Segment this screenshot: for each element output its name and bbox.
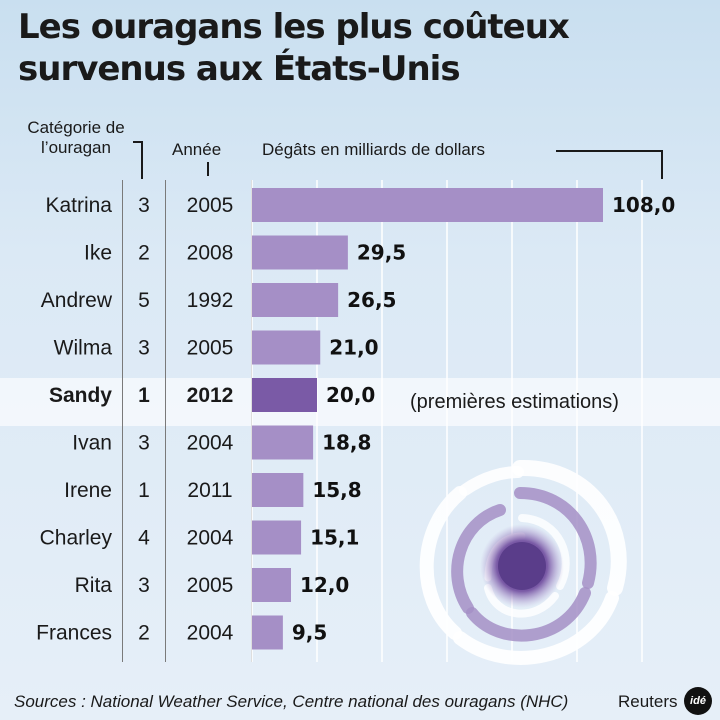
bar bbox=[252, 188, 603, 222]
hurricane-category-label: 3 bbox=[138, 337, 150, 360]
estimate-note: (premières estimations) bbox=[410, 391, 619, 413]
value-label: 9,5 bbox=[292, 621, 327, 645]
category-label: Wilma bbox=[54, 337, 113, 360]
year-label: 2005 bbox=[187, 194, 234, 217]
value-label: 20,0 bbox=[326, 383, 375, 407]
category-header-bracket bbox=[133, 141, 143, 179]
bar bbox=[252, 520, 302, 555]
bar bbox=[252, 283, 339, 317]
sandy-highlight-band bbox=[0, 378, 720, 426]
category-label: Ike bbox=[84, 242, 112, 265]
bar bbox=[252, 473, 304, 507]
year-label: 2005 bbox=[187, 574, 234, 597]
year-label: 2004 bbox=[187, 527, 234, 550]
year-label: 2004 bbox=[187, 622, 234, 645]
hurricane-category-label: 2 bbox=[138, 242, 150, 265]
year-label: 1992 bbox=[187, 289, 234, 312]
bar bbox=[252, 568, 291, 602]
year-label: 2004 bbox=[187, 432, 234, 455]
source-note: Sources : National Weather Service, Cent… bbox=[14, 692, 569, 711]
column-divider-category bbox=[165, 180, 166, 662]
year-header-tick bbox=[207, 162, 209, 176]
category-header: Catégorie de l’ouragan bbox=[27, 118, 125, 157]
value-label: 15,8 bbox=[312, 478, 361, 502]
value-label: 108,0 bbox=[612, 193, 675, 217]
category-label: Katrina bbox=[45, 194, 112, 217]
credit-label: Reuters bbox=[618, 692, 678, 711]
year-header: Année bbox=[172, 140, 222, 159]
bar bbox=[252, 425, 314, 460]
bar bbox=[252, 330, 321, 365]
hurricane-category-label: 1 bbox=[138, 479, 150, 502]
category-label: Andrew bbox=[41, 289, 113, 312]
hurricane-category-label: 5 bbox=[138, 289, 150, 312]
hurricane-category-label: 4 bbox=[138, 527, 150, 550]
damages-header-bracket bbox=[556, 150, 663, 179]
column-divider-name bbox=[122, 180, 123, 662]
value-label: 26,5 bbox=[347, 288, 396, 312]
category-label: Frances bbox=[36, 622, 112, 645]
bar bbox=[252, 378, 317, 412]
bar bbox=[252, 615, 283, 650]
value-label: 12,0 bbox=[300, 573, 349, 597]
hurricane-category-label: 1 bbox=[138, 384, 150, 407]
value-label: 18,8 bbox=[322, 431, 371, 455]
hurricane-category-label: 2 bbox=[138, 622, 150, 645]
category-label: Ivan bbox=[72, 432, 112, 455]
hurricane-category-label: 3 bbox=[138, 432, 150, 455]
damages-header: Dégâts en milliards de dollars bbox=[262, 140, 485, 159]
value-label: 21,0 bbox=[329, 336, 378, 360]
bar bbox=[252, 235, 348, 270]
year-label: 2005 bbox=[187, 337, 234, 360]
ide-logo: idé bbox=[684, 687, 712, 715]
category-label: Sandy bbox=[49, 384, 112, 407]
hurricane-category-label: 3 bbox=[138, 574, 150, 597]
category-label: Rita bbox=[75, 574, 113, 597]
year-label: 2008 bbox=[187, 242, 234, 265]
value-label: 29,5 bbox=[357, 241, 406, 265]
hurricane-swirl-icon bbox=[419, 459, 627, 665]
category-label: Charley bbox=[40, 527, 113, 550]
chart-title: Les ouragans les plus coûteux survenus a… bbox=[18, 7, 570, 89]
year-label: 2011 bbox=[187, 479, 232, 502]
hurricane-category-label: 3 bbox=[138, 194, 150, 217]
category-label: Irene bbox=[64, 479, 112, 502]
year-label: 2012 bbox=[187, 384, 234, 407]
value-label: 15,1 bbox=[310, 526, 359, 550]
